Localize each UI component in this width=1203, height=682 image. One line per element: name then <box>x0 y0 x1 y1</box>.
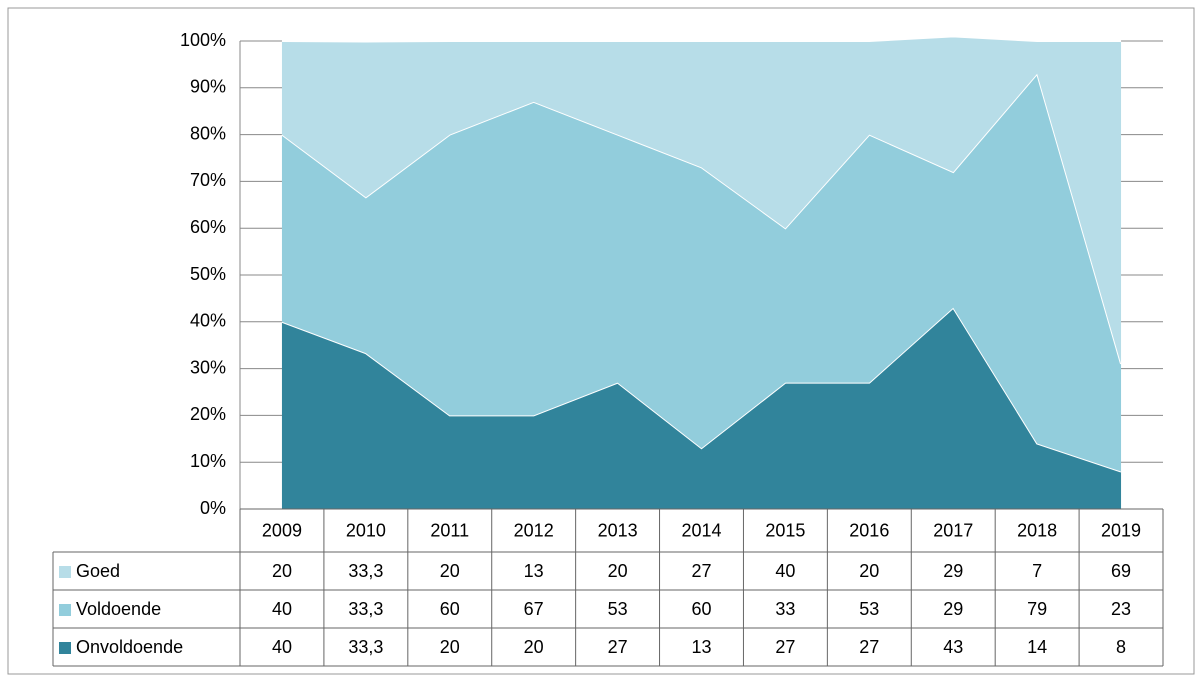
y-tick-label: 80% <box>190 123 226 143</box>
legend-swatch <box>59 604 71 616</box>
x-tick-label: 2010 <box>346 520 386 540</box>
table-value: 27 <box>775 637 795 657</box>
area <box>281 36 1122 364</box>
x-tick-label: 2013 <box>598 520 638 540</box>
table-value: 33,3 <box>348 561 383 581</box>
table-value: 79 <box>1027 599 1047 619</box>
area <box>281 307 1122 509</box>
table-value: 27 <box>691 561 711 581</box>
y-tick-label: 20% <box>190 404 226 424</box>
x-tick-label: 2014 <box>681 520 721 540</box>
y-tick-label: 10% <box>190 451 226 471</box>
y-tick-label: 0% <box>200 498 226 518</box>
table-value: 27 <box>608 637 628 657</box>
table-value: 20 <box>440 637 460 657</box>
table-value: 53 <box>608 599 628 619</box>
table-value: 69 <box>1111 561 1131 581</box>
x-tick-label: 2016 <box>849 520 889 540</box>
y-tick-label: 60% <box>190 217 226 237</box>
table-value: 20 <box>524 637 544 657</box>
area <box>281 73 1122 472</box>
table-value: 8 <box>1116 637 1126 657</box>
legend-swatch <box>59 642 71 654</box>
table-value: 20 <box>272 561 292 581</box>
table-value: 67 <box>524 599 544 619</box>
x-tick-label: 2009 <box>262 520 302 540</box>
x-tick-label: 2018 <box>1017 520 1057 540</box>
table-value: 43 <box>943 637 963 657</box>
table-value: 23 <box>1111 599 1131 619</box>
legend-swatch <box>59 566 71 578</box>
y-tick-label: 30% <box>190 357 226 377</box>
table-value: 40 <box>775 561 795 581</box>
table-value: 53 <box>859 599 879 619</box>
table-value: 29 <box>943 561 963 581</box>
area-edge <box>281 35 1122 43</box>
table-value: 40 <box>272 599 292 619</box>
y-tick-label: 90% <box>190 77 226 97</box>
table-value: 60 <box>691 599 711 619</box>
table-value: 40 <box>272 637 292 657</box>
table-value: 27 <box>859 637 879 657</box>
legend-label: Onvoldoende <box>76 637 183 657</box>
y-tick-label: 50% <box>190 264 226 284</box>
table-value: 60 <box>440 599 460 619</box>
x-tick-label: 2015 <box>765 520 805 540</box>
table-value: 14 <box>1027 637 1047 657</box>
y-tick-label: 70% <box>190 170 226 190</box>
table-value: 13 <box>524 561 544 581</box>
table-value: 7 <box>1032 561 1042 581</box>
x-tick-label: 2017 <box>933 520 973 540</box>
table-value: 29 <box>943 599 963 619</box>
y-tick-label: 100% <box>180 30 226 50</box>
table-value: 13 <box>691 637 711 657</box>
table-value: 20 <box>859 561 879 581</box>
x-tick-label: 2012 <box>514 520 554 540</box>
table-value: 33 <box>775 599 795 619</box>
x-tick-label: 2011 <box>430 520 469 540</box>
table-value: 33,3 <box>348 599 383 619</box>
legend-label: Voldoende <box>76 599 161 619</box>
y-tick-label: 40% <box>190 311 226 331</box>
legend-label: Goed <box>76 561 120 581</box>
x-tick-label: 2019 <box>1101 520 1141 540</box>
table-value: 20 <box>440 561 460 581</box>
table-value: 33,3 <box>348 637 383 657</box>
table-value: 20 <box>608 561 628 581</box>
